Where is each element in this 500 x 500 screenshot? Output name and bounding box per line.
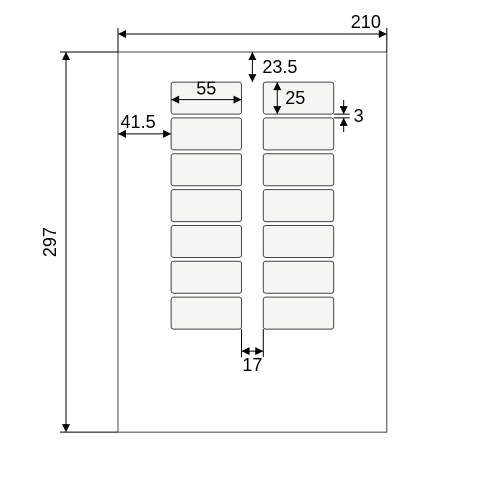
label-cell xyxy=(263,154,333,186)
dim-label-h: 25 xyxy=(285,88,305,108)
dim-page-h: 297 xyxy=(40,227,60,257)
label-cell xyxy=(171,154,241,186)
dim-h-gap: 17 xyxy=(242,355,262,375)
label-cell xyxy=(263,225,333,257)
label-cell xyxy=(171,261,241,293)
label-cell xyxy=(171,225,241,257)
label-cell xyxy=(171,297,241,329)
label-cell xyxy=(263,297,333,329)
dim-top-margin: 23.5 xyxy=(262,57,297,77)
label-cell xyxy=(263,118,333,150)
label-cell xyxy=(171,118,241,150)
dim-label-w: 55 xyxy=(196,79,216,99)
label-cell xyxy=(171,190,241,222)
dim-v-gap: 3 xyxy=(354,106,364,126)
dim-page-w: 210 xyxy=(351,12,381,32)
label-cell xyxy=(263,190,333,222)
dim-left-margin: 41.5 xyxy=(121,112,156,132)
label-cell xyxy=(263,261,333,293)
sheet xyxy=(118,52,387,432)
